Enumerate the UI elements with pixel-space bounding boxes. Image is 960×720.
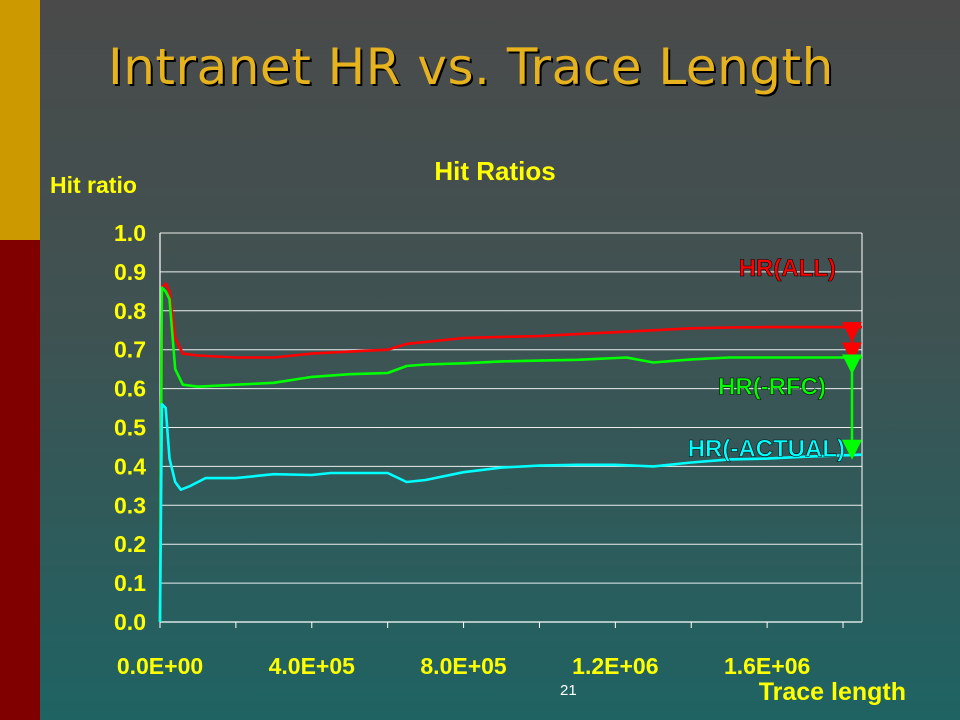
y-tick-label: 0.1 bbox=[114, 570, 146, 596]
x-tick-label: 1.6E+06 bbox=[724, 653, 810, 679]
x-tick-label: 1.2E+06 bbox=[572, 653, 658, 679]
x-axis-label: Trace length bbox=[759, 678, 906, 706]
series-line-hr-rfc bbox=[158, 286, 862, 623]
y-tick-label: 0.6 bbox=[114, 376, 146, 402]
accent-bar-gold bbox=[0, 0, 40, 240]
series-label: HR(-RFC) bbox=[718, 373, 826, 400]
y-tick-label: 0.0 bbox=[114, 609, 146, 635]
y-tick-label: 0.7 bbox=[114, 337, 146, 363]
slide-title: Intranet HR vs. Trace Length bbox=[108, 38, 834, 96]
y-tick-label: 0.4 bbox=[114, 453, 146, 479]
x-tick-label: 0.0E+00 bbox=[117, 653, 203, 679]
page-number: 21 bbox=[560, 682, 577, 699]
y-tick-label: 0.2 bbox=[114, 531, 146, 557]
y-tick-label: 0.8 bbox=[114, 298, 146, 324]
x-tick-label: 8.0E+05 bbox=[420, 653, 507, 679]
x-tick-label: 4.0E+05 bbox=[269, 653, 356, 679]
series-line-hr-actual bbox=[158, 402, 863, 623]
y-tick-label: 1.0 bbox=[114, 220, 146, 246]
y-tick-label: 0.9 bbox=[114, 259, 146, 285]
series-label: HR(ALL) bbox=[739, 255, 836, 282]
chart-title: Hit Ratios bbox=[434, 156, 555, 186]
left-accent-bar bbox=[0, 0, 40, 720]
y-axis-label: Hit ratio bbox=[50, 172, 137, 198]
accent-bar-red bbox=[0, 240, 40, 720]
y-tick-label: 0.3 bbox=[114, 492, 146, 518]
series-line-hr-all bbox=[158, 282, 862, 623]
series-label: HR(-ACTUAL) bbox=[688, 436, 845, 463]
y-tick-label: 0.5 bbox=[114, 415, 146, 441]
